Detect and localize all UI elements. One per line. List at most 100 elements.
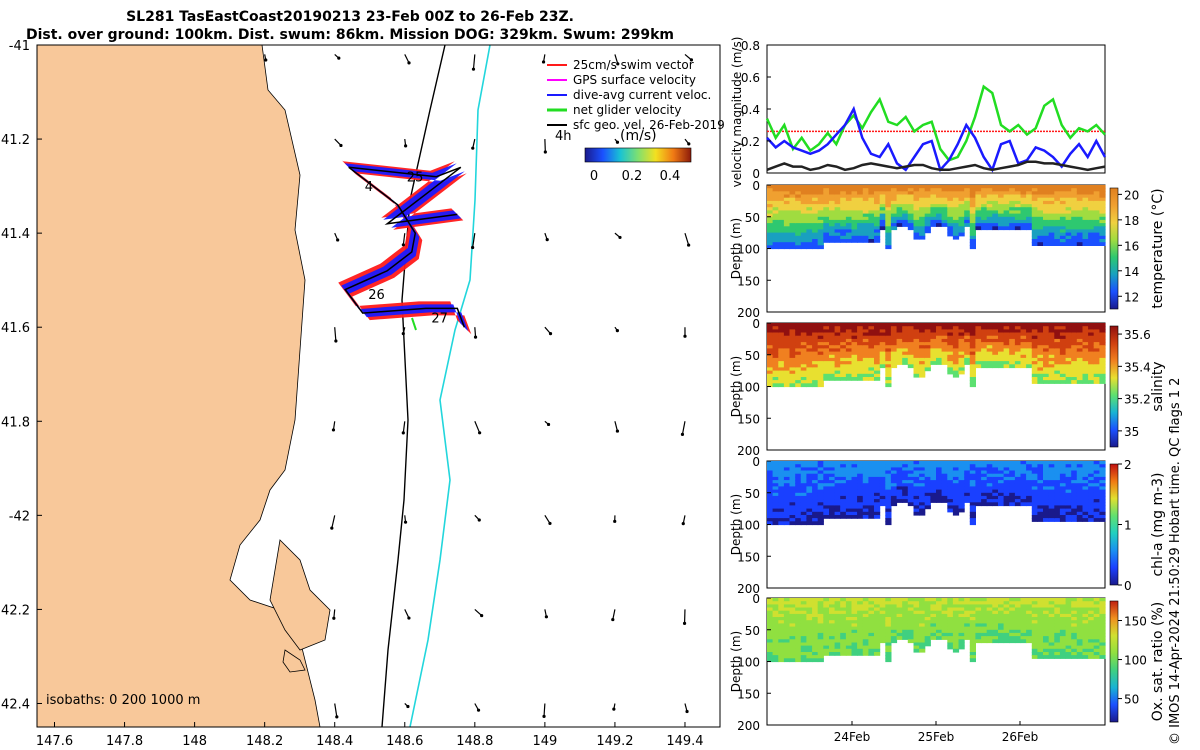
heatmap-cell (840, 364, 847, 369)
heatmap-cell (767, 188, 774, 192)
heatmap-cell (896, 213, 903, 218)
heatmap-cell (1099, 613, 1106, 618)
heatmap-cell (1093, 223, 1100, 227)
heatmap-cell (1099, 345, 1106, 349)
heatmap-cell (941, 461, 948, 465)
heatmap-cell (913, 364, 920, 369)
heatmap-cell (800, 188, 807, 192)
heatmap-cell (1031, 213, 1038, 218)
heatmap-cell (1020, 486, 1027, 491)
heatmap-cell (812, 204, 819, 208)
heatmap-cell (1043, 483, 1050, 487)
heatmap-cell (772, 351, 779, 356)
heatmap-cell (896, 483, 903, 487)
heatmap-cell (975, 502, 982, 507)
heatmap-cell (1048, 197, 1055, 202)
heatmap-cell (778, 383, 785, 388)
heatmap-cell (1093, 232, 1100, 237)
heatmap-cell (823, 652, 830, 656)
heatmap-cell (800, 515, 807, 519)
heatmap-cell (817, 502, 824, 507)
heatmap-cell (907, 216, 914, 221)
heatmap-cell (998, 345, 1005, 349)
map-colorbar (584, 147, 692, 163)
heatmap-cell (795, 367, 802, 372)
map-xtick-label: 148.6 (386, 734, 423, 749)
heatmap-cell (868, 492, 875, 497)
heatmap-cell (952, 229, 960, 234)
heatmap-cell (845, 210, 853, 215)
heatmap-cell (783, 655, 791, 659)
heatmap-cell (778, 499, 785, 503)
heatmap-cell (947, 367, 954, 372)
heatmap-cell (862, 354, 869, 359)
heatmap-cell (913, 492, 920, 497)
heatmap-cell (919, 361, 926, 365)
heatmap-cell (1065, 213, 1072, 218)
heatmap-cell (874, 329, 881, 334)
heatmap-cell (1009, 610, 1016, 615)
heatmap-cell (1020, 610, 1027, 615)
heatmap-cell (834, 483, 841, 487)
heatmap-cell (1071, 185, 1078, 189)
heatmap-cell (1026, 191, 1033, 196)
heatmap-cell (896, 607, 903, 612)
heatmap-cell (969, 518, 976, 522)
heatmap-cell (969, 367, 976, 372)
heatmap-cell (1054, 480, 1061, 484)
heatmap-cell (1037, 636, 1044, 640)
heatmap-cell (772, 470, 779, 475)
heatmap-cell (890, 219, 898, 224)
heatmap-cell (772, 329, 779, 334)
depth-tick-label: 150 (737, 687, 760, 701)
heatmap-cell (812, 380, 819, 384)
heatmap-cell (1093, 354, 1100, 359)
heatmap-cell (851, 648, 858, 653)
heatmap-cell (874, 210, 881, 215)
heatmap-cell (812, 604, 819, 609)
heatmap-cell (840, 235, 847, 240)
heatmap-cell (806, 489, 813, 494)
heatmap-cell (806, 194, 813, 199)
heatmap-cell (1026, 470, 1033, 475)
heatmap-cell (1020, 617, 1027, 621)
heatmap-cell (907, 213, 914, 218)
heatmap-cell (1099, 323, 1106, 327)
heatmap-cell (930, 489, 937, 494)
heatmap-cell (1031, 207, 1038, 211)
heatmap-cell (981, 348, 988, 353)
heatmap-cell (1065, 342, 1072, 346)
heatmap-cell (919, 601, 926, 605)
heatmap-cell (1071, 470, 1078, 475)
heatmap-cell (800, 364, 807, 369)
heatmap-cell (800, 223, 807, 227)
heatmap-cell (829, 197, 836, 202)
heatmap-cell (829, 598, 836, 602)
heatmap-cell (1054, 229, 1061, 234)
heatmap-cell (913, 464, 920, 468)
heatmap-cell (981, 226, 988, 231)
sfc-vel-arrowhead (546, 422, 551, 427)
heatmap-cell (890, 483, 898, 487)
heatmap-cell (896, 357, 903, 362)
heatmap-cell (1088, 348, 1095, 353)
heatmap-cell (952, 620, 960, 624)
heatmap-cell (862, 239, 869, 243)
heatmap-cell (1099, 219, 1106, 224)
heatmap-cell (896, 598, 903, 602)
heatmap-cell (1065, 486, 1072, 491)
heatmap-cell (789, 188, 796, 192)
heatmap-cell (1003, 329, 1010, 334)
heatmap-cell (998, 601, 1005, 605)
heatmap-cell (952, 342, 960, 346)
heatmap-cell (1026, 480, 1033, 484)
heatmap-cell (902, 495, 909, 500)
heatmap-cell (964, 345, 971, 349)
depth-tick-label: 0 (752, 592, 760, 606)
heatmap-cell (958, 232, 965, 237)
heatmap-cell (975, 194, 982, 199)
heatmap-cell (902, 219, 909, 224)
heatmap-cell (840, 210, 847, 215)
heatmap-cell (789, 335, 796, 340)
heatmap-cell (986, 354, 993, 359)
